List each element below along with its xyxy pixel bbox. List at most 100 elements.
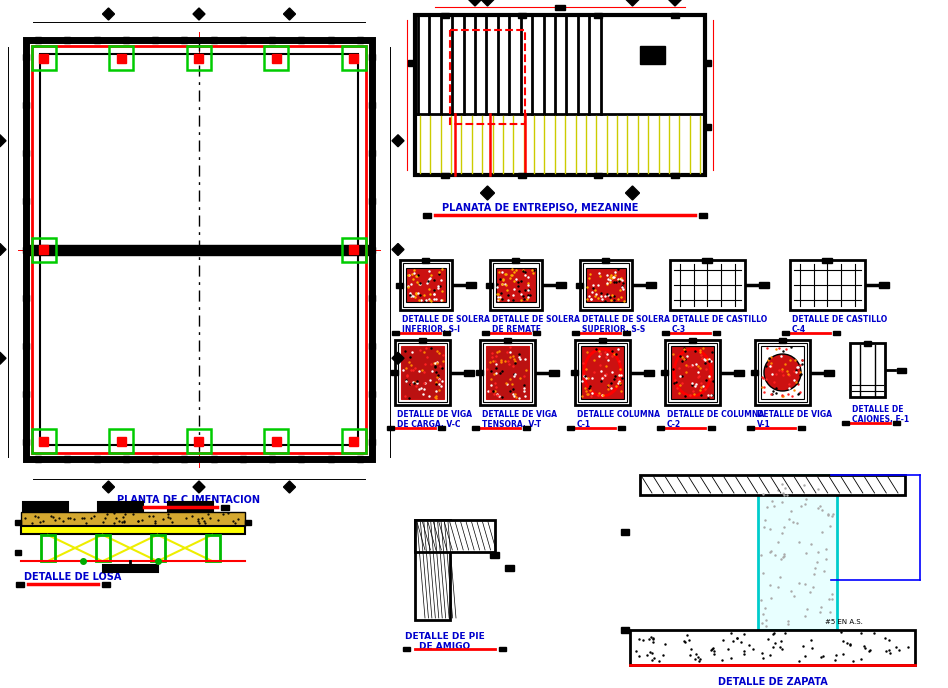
Circle shape	[764, 354, 801, 391]
Bar	[671, 12, 679, 17]
Bar	[342, 237, 366, 261]
Bar	[26, 40, 372, 459]
Bar	[599, 338, 606, 343]
Bar	[350, 436, 358, 446]
Text: DETALLE DE
CAJONES, E-1: DETALLE DE CAJONES, E-1	[852, 405, 909, 424]
Bar	[621, 529, 629, 535]
Bar	[23, 391, 29, 397]
Bar	[23, 439, 29, 445]
Bar	[624, 331, 630, 335]
Bar	[748, 426, 755, 430]
Bar	[759, 282, 769, 288]
Bar	[110, 429, 134, 453]
Bar	[583, 263, 629, 307]
Bar	[486, 346, 529, 399]
Bar	[755, 340, 810, 405]
Bar	[32, 237, 56, 261]
Bar	[708, 426, 716, 430]
Text: DETALLE DE SOLERA
DE REMATE: DETALLE DE SOLERA DE REMATE	[492, 315, 580, 334]
Bar	[758, 343, 807, 402]
Bar	[752, 370, 758, 375]
Bar	[40, 245, 48, 254]
Text: DETALLE DE LOSA: DETALLE DE LOSA	[25, 572, 121, 582]
Bar	[123, 456, 129, 462]
Bar	[833, 331, 841, 335]
Bar	[23, 198, 29, 204]
Bar	[40, 54, 358, 445]
Bar	[16, 581, 24, 586]
Text: PLANTA DE C IMENTACION: PLANTA DE C IMENTACION	[118, 495, 261, 505]
Bar	[630, 630, 915, 665]
Bar	[879, 282, 889, 288]
Bar	[342, 46, 366, 70]
Text: PLANATA DE ENTREPISO, MEZANINE: PLANATA DE ENTREPISO, MEZANINE	[442, 203, 638, 213]
Bar	[761, 346, 804, 399]
Bar	[493, 263, 539, 307]
Bar	[534, 331, 540, 335]
Bar	[423, 257, 429, 263]
Bar	[496, 268, 536, 302]
Bar	[123, 37, 129, 43]
Bar	[518, 173, 526, 178]
Bar	[702, 257, 713, 263]
Bar	[671, 173, 679, 178]
Polygon shape	[468, 0, 482, 6]
Text: DETALLE DE CASTILLO
C-4: DETALLE DE CASTILLO C-4	[792, 315, 887, 334]
Text: DETALLE COLUMNA
C-1: DETALLE COLUMNA C-1	[577, 410, 660, 429]
Bar	[35, 37, 41, 43]
Bar	[415, 114, 705, 175]
Bar	[221, 504, 229, 510]
Bar	[35, 456, 41, 462]
Bar	[369, 198, 375, 204]
Bar	[415, 15, 705, 175]
Bar	[415, 520, 495, 552]
Bar	[23, 102, 29, 108]
Bar	[406, 268, 446, 302]
Bar	[594, 173, 602, 178]
Bar	[658, 426, 665, 430]
Polygon shape	[392, 135, 404, 147]
Polygon shape	[626, 0, 640, 6]
Bar	[444, 331, 450, 335]
Bar	[32, 429, 56, 453]
Polygon shape	[102, 8, 115, 20]
Bar	[824, 369, 834, 376]
Bar	[151, 535, 165, 561]
Bar	[556, 282, 566, 288]
Bar	[790, 260, 865, 310]
Bar	[400, 260, 452, 310]
Bar	[576, 283, 584, 288]
Bar	[578, 343, 627, 402]
Bar	[621, 627, 629, 633]
Bar	[477, 370, 483, 375]
Polygon shape	[392, 352, 404, 364]
Text: DETALLE DE CASTILLO
C-3: DETALLE DE CASTILLO C-3	[672, 315, 767, 334]
Polygon shape	[283, 8, 296, 20]
Bar	[403, 263, 449, 307]
Bar	[555, 5, 565, 10]
Bar	[640, 475, 905, 495]
Bar	[898, 367, 906, 372]
Bar	[272, 54, 281, 63]
Bar	[419, 338, 426, 343]
Bar	[369, 102, 375, 108]
Bar	[423, 213, 431, 217]
Bar	[480, 340, 535, 405]
Bar	[369, 343, 375, 349]
Bar	[210, 456, 217, 462]
Polygon shape	[193, 8, 205, 20]
Polygon shape	[283, 481, 296, 493]
Bar	[392, 331, 399, 335]
Bar	[734, 369, 744, 376]
Bar	[450, 30, 525, 125]
Bar	[572, 370, 578, 375]
Bar	[23, 294, 29, 301]
Polygon shape	[0, 135, 6, 147]
Bar	[23, 502, 68, 511]
Bar	[98, 502, 143, 511]
Bar	[102, 581, 110, 586]
Bar	[110, 46, 134, 70]
Bar	[396, 283, 404, 288]
Bar	[96, 535, 110, 561]
Text: #5 EN A.S.: #5 EN A.S.	[825, 619, 863, 625]
